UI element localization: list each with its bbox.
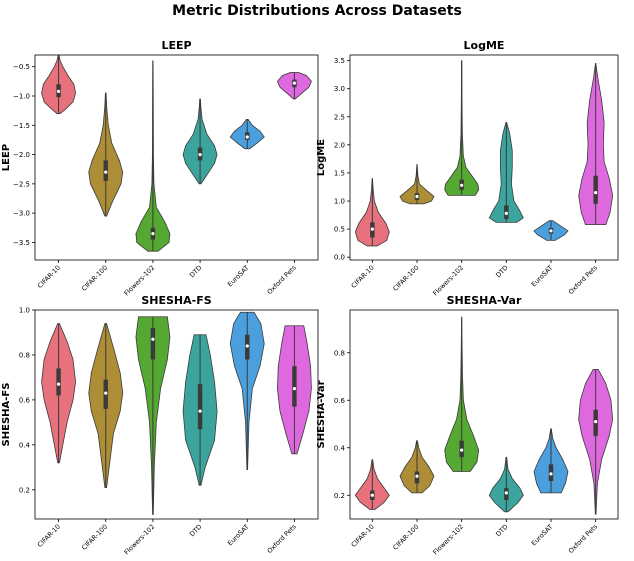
- plot-frame: [34, 54, 319, 261]
- y-tick-label: 0.6: [19, 396, 31, 404]
- x-tick-label: DTD: [494, 264, 510, 280]
- panel-shesha-fs: SHESHA-FS SHESHA-FS 0.2 0.4 0.6 0.8 1.0 CIFAR-1…: [1, 294, 319, 557]
- y-tick-label: 0.2: [19, 486, 30, 494]
- y-tick-label: 0.8: [19, 351, 30, 359]
- x-tick-label: Oxford Pets: [266, 263, 299, 296]
- violin-median: [370, 493, 374, 497]
- y-tick-label: 0.0: [334, 254, 345, 262]
- violin-median: [245, 344, 249, 348]
- y-axis-label: SHESHA-Var: [316, 380, 327, 448]
- x-tick-label: Flowers-102: [123, 523, 157, 557]
- violin-median: [594, 420, 598, 424]
- panel-title: LEEP: [161, 39, 191, 52]
- y-tick-label: 1.0: [334, 198, 345, 206]
- x-tick-label: EuroSAT: [530, 523, 555, 548]
- x-tick-label: CIFAR-10: [36, 523, 62, 549]
- x-tick-label: Oxford Pets: [567, 522, 600, 555]
- x-tick-label: Flowers-102: [431, 264, 465, 298]
- violin-median: [504, 211, 508, 215]
- plot-frame: [349, 309, 619, 520]
- violin-median: [460, 448, 464, 452]
- violin-median: [415, 474, 419, 478]
- y-tick-label: 0.4: [334, 444, 346, 452]
- violin-median: [198, 152, 202, 157]
- violin-median: [594, 191, 598, 195]
- plot-frame: [34, 309, 319, 520]
- violin-iqr-box: [593, 175, 598, 204]
- violin-median: [56, 382, 61, 386]
- violin-median: [370, 227, 374, 231]
- violin-median: [504, 491, 508, 495]
- violin-median: [460, 183, 464, 187]
- violin-iqr-box: [292, 366, 297, 407]
- y-tick-label: 0.4: [19, 441, 31, 449]
- violin-iqr-box: [197, 384, 203, 430]
- y-tick-label: 0.5: [334, 226, 345, 234]
- panel-shesha-var: SHESHA-Var SHESHA-Var 0.2 0.4 0.6 0.8 CIFAR-10…: [316, 294, 619, 557]
- y-tick-label: 0.8: [334, 349, 345, 357]
- y-axis-label: SHESHA-FS: [1, 383, 12, 447]
- panel-title: SHESHA-FS: [141, 294, 211, 307]
- violin-median: [549, 472, 553, 476]
- y-tick-label: 2.0: [334, 141, 345, 149]
- y-tick-label: 3.0: [334, 85, 345, 93]
- panel-logme: LogME LogME 0.0 0.5 1.0 1.5 2.0 2.5 3.0 3.5 CIFAR-…: [316, 39, 619, 298]
- y-tick-label: −0.5: [13, 63, 30, 71]
- panel-title: SHESHA-Var: [447, 294, 522, 307]
- violin-median: [151, 337, 155, 341]
- y-tick-label: 2.5: [334, 113, 345, 121]
- violin-iqr-box: [150, 327, 156, 360]
- x-tick-label: CIFAR-100: [391, 264, 420, 293]
- y-tick-label: 0.2: [334, 492, 345, 500]
- x-tick-label: Flowers-102: [123, 264, 157, 298]
- x-tick-label: Oxford Pets: [266, 522, 299, 555]
- x-tick-label: CIFAR-100: [80, 264, 109, 293]
- violin-median: [104, 170, 108, 174]
- x-tick-label: DTD: [494, 523, 510, 539]
- x-tick-label: EuroSAT: [226, 264, 251, 289]
- violin-median: [549, 229, 553, 233]
- x-tick-label: DTD: [188, 523, 204, 539]
- x-tick-label: Oxford Pets: [567, 263, 600, 296]
- y-tick-label: −3.5: [13, 239, 30, 247]
- x-tick-label: CIFAR-100: [80, 523, 109, 552]
- violin-iqr-box: [56, 368, 61, 396]
- x-tick-label: DTD: [188, 264, 204, 280]
- y-tick-label: −2.0: [13, 151, 30, 159]
- x-tick-label: EuroSAT: [530, 264, 555, 289]
- y-tick-label: −1.0: [13, 93, 30, 101]
- violin-median: [245, 135, 249, 139]
- violin-median: [56, 89, 61, 93]
- x-tick-label: CIFAR-100: [391, 523, 420, 552]
- y-tick-label: 1.5: [334, 169, 345, 177]
- panel-leep: LEEP LEEP −0.5 −1.0 −1.5 −2.0 −2.5 −3.0 −3.5 CIFA…: [1, 39, 319, 298]
- violin-median: [415, 194, 419, 199]
- x-tick-label: Flowers-102: [431, 523, 465, 557]
- y-tick-label: 3.5: [334, 57, 345, 65]
- plot-frame: [349, 54, 619, 261]
- y-tick-label: 0.6: [334, 397, 346, 405]
- x-tick-label: CIFAR-10: [350, 264, 376, 290]
- y-axis-label: LogME: [316, 139, 327, 176]
- violin-median: [104, 391, 108, 395]
- y-tick-label: −3.0: [13, 210, 30, 218]
- x-tick-label: EuroSAT: [226, 523, 251, 548]
- x-tick-label: CIFAR-10: [36, 264, 62, 290]
- y-tick-label: −2.5: [13, 180, 30, 188]
- violin-median: [292, 387, 297, 391]
- y-tick-label: 1.0: [19, 307, 30, 315]
- violin-median: [198, 409, 202, 413]
- panel-title: LogME: [464, 39, 505, 52]
- figure-title: Metric Distributions Across Datasets: [172, 3, 462, 19]
- x-tick-label: CIFAR-10: [350, 523, 376, 549]
- violin-median: [292, 81, 297, 85]
- y-tick-label: −1.5: [13, 122, 30, 130]
- y-axis-label: LEEP: [1, 144, 12, 171]
- violin-median: [151, 232, 155, 236]
